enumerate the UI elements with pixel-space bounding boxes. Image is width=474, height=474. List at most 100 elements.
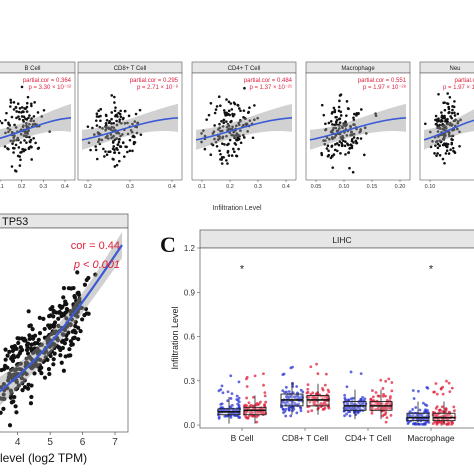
scatter-point [352, 118, 356, 122]
facet-x-tick-label: 0.05 [311, 184, 322, 190]
jitter-point [263, 403, 266, 407]
scatter-point [218, 122, 221, 126]
scatter-point [339, 93, 343, 96]
scatter-point [237, 107, 241, 110]
jitter-point [359, 397, 363, 401]
scatter-point [431, 139, 434, 143]
jitter-point [306, 383, 310, 387]
jitter-point [284, 385, 288, 389]
scatter-point [359, 137, 363, 140]
scatter-point [209, 153, 213, 157]
scatter-point [446, 120, 449, 124]
scatter-point [348, 146, 352, 150]
scatter-point [231, 125, 234, 129]
scatter-point [15, 354, 20, 359]
scatter-point [26, 309, 31, 314]
jitter-point [251, 411, 254, 414]
scatter-point [70, 342, 75, 347]
scatter-point [96, 140, 100, 144]
jitter-point [345, 385, 349, 389]
scatter-point [325, 147, 329, 150]
scatter-point [48, 130, 51, 133]
scatter-point [448, 95, 452, 99]
jitter-point [293, 401, 297, 405]
jitter-point [438, 408, 442, 412]
scatter-point [116, 143, 120, 146]
scatter-point [453, 114, 457, 117]
scatter-point [51, 341, 57, 347]
scatter-point [248, 119, 252, 122]
jitter-point [359, 372, 363, 376]
scatter-point [447, 132, 451, 136]
scatter-point [440, 118, 443, 122]
scatter-point [220, 129, 224, 133]
panel-c-title: LIHC [332, 235, 351, 245]
scatter-point [231, 147, 235, 151]
scatter-point [439, 140, 443, 144]
scatter-point [10, 348, 15, 353]
scatter-point [8, 368, 14, 373]
scatter-point [248, 106, 251, 109]
scatter-point [227, 109, 231, 113]
scatter-point [219, 104, 222, 108]
scatter-point [104, 136, 108, 139]
scatter-point [242, 115, 245, 119]
x-tick-label: 4 [15, 437, 21, 448]
jitter-point [382, 392, 385, 396]
jitter-point [283, 391, 287, 394]
scatter-point [355, 112, 359, 115]
scatter-point [242, 109, 246, 112]
jitter-point [379, 378, 383, 382]
jitter-point [219, 402, 223, 406]
scatter-point [363, 153, 366, 157]
scatter-point [119, 109, 122, 113]
jitter-point [236, 402, 240, 406]
scatter-point [28, 122, 31, 126]
jitter-point [377, 394, 381, 398]
scatter-point [106, 134, 109, 138]
scatter-point [25, 101, 29, 105]
scatter-point [117, 151, 121, 155]
jitter-point [441, 392, 445, 396]
jitter-point [263, 391, 267, 395]
jitter-point [384, 420, 388, 424]
facet-title: Neu [449, 66, 460, 72]
jitter-point [285, 400, 288, 404]
scatter-point [41, 359, 46, 364]
scatter-point [1, 367, 7, 372]
panel-c-ylabel: Infiltration Level [170, 306, 180, 369]
scatter-point [29, 383, 34, 388]
scatter-point [8, 394, 14, 399]
scatter-point [80, 317, 85, 322]
facet-x-tick-label: 0.1 [0, 184, 4, 190]
jitter-point [384, 379, 388, 383]
jitter-point [445, 379, 448, 383]
scatter-point [447, 105, 450, 109]
scatter-point [219, 152, 222, 156]
scatter-point [347, 151, 350, 155]
scatter-point [349, 143, 353, 147]
scatter-point [110, 122, 113, 125]
scatter-point [122, 116, 125, 120]
jitter-point [246, 416, 250, 420]
scatter-point [337, 105, 341, 109]
scatter-point [61, 295, 66, 300]
scatter-point [221, 125, 225, 128]
jitter-point [245, 385, 249, 388]
jitter-point [371, 395, 375, 399]
scatter-point [102, 147, 105, 151]
scatter-point [13, 404, 18, 409]
facet-x-tick-label: 0.2 [84, 184, 92, 190]
scatter-point [21, 147, 24, 151]
scatter-point [107, 150, 110, 154]
scatter-point [106, 137, 110, 140]
scatter-point [339, 110, 343, 114]
scatter-point [331, 166, 335, 169]
scatter-point [29, 342, 34, 347]
scatter-point [24, 342, 30, 348]
scatter-point [91, 126, 94, 130]
trend-line [0, 117, 72, 140]
jitter-point [424, 409, 428, 413]
category-label: Macrophage [407, 433, 455, 443]
